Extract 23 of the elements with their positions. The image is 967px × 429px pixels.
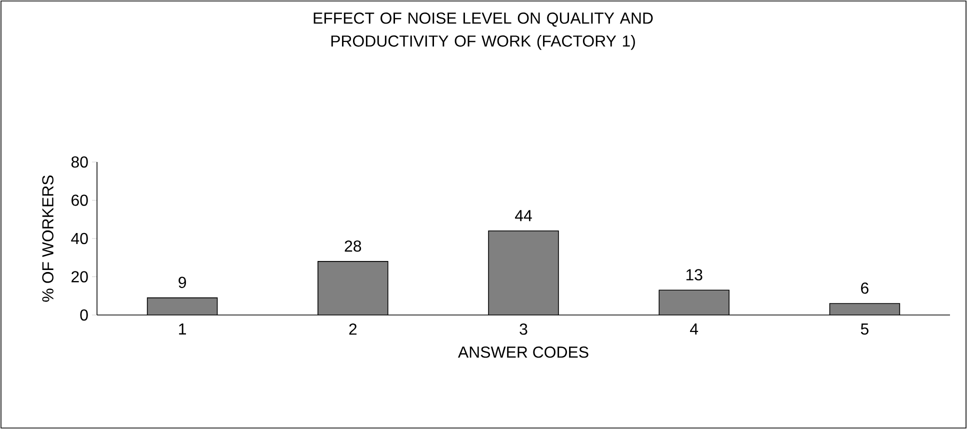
- y-tick-label: 0: [80, 309, 88, 321]
- bar: [659, 290, 730, 315]
- x-tick-label: 4: [690, 324, 698, 334]
- data-label: 28: [344, 240, 362, 252]
- x-tick-label: 2: [349, 324, 357, 335]
- bar: [488, 230, 558, 315]
- y-axis-title: % OF WORKERS: [42, 175, 54, 302]
- data-label: 9: [178, 276, 186, 288]
- x-axis-title: ANSWER CODES: [458, 346, 588, 358]
- bar: [318, 261, 388, 315]
- y-tick-label: 20: [72, 271, 88, 282]
- x-tick-label: 1: [179, 324, 186, 334]
- chart-title: EFFECT OF NOISE LEVEL ON QUALITY AND PRODUCTIVITY OF WORK (FACTORY 1): [314, 12, 653, 50]
- y-tick-label: 60: [72, 194, 88, 206]
- data-label: 13: [686, 269, 702, 280]
- y-tick-label: 40: [71, 232, 88, 244]
- y-tick-label: 80: [71, 156, 88, 168]
- x-tick-label: 3: [520, 324, 528, 335]
- bar: [147, 298, 218, 315]
- x-tick-label: 5: [860, 324, 868, 335]
- bar: [829, 303, 900, 315]
- data-label: 6: [861, 282, 868, 294]
- data-label: 44: [514, 210, 532, 222]
